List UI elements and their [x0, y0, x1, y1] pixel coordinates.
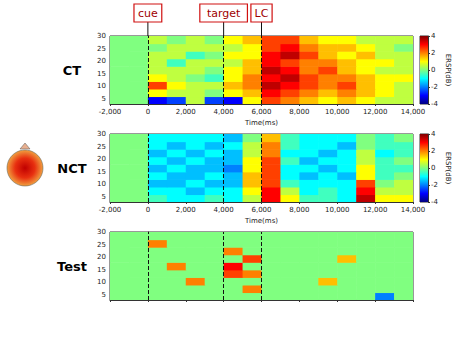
svg-text:8,000: 8,000: [289, 108, 309, 116]
svg-text:0: 0: [431, 164, 435, 172]
svg-text:ERSP(dB): ERSP(dB): [444, 152, 452, 185]
svg-text:20: 20: [97, 57, 106, 65]
svg-text:30: 30: [97, 228, 106, 236]
svg-text:Test: Test: [57, 259, 87, 274]
svg-text:5: 5: [102, 193, 106, 201]
svg-text:15: 15: [97, 70, 106, 78]
svg-text:0: 0: [146, 108, 150, 116]
svg-text:-4: -4: [431, 198, 439, 206]
svg-text:-2,000: -2,000: [99, 206, 122, 214]
svg-text:2,000: 2,000: [176, 108, 196, 116]
svg-text:0: 0: [431, 66, 435, 74]
svg-text:15: 15: [97, 168, 106, 176]
svg-text:20: 20: [97, 253, 106, 261]
svg-text:4: 4: [431, 32, 436, 40]
svg-text:-2,000: -2,000: [99, 108, 122, 116]
svg-text:4,000: 4,000: [214, 108, 234, 116]
svg-text:10,000: 10,000: [325, 108, 350, 116]
svg-text:ERSP(dB): ERSP(dB): [444, 54, 452, 87]
svg-text:30: 30: [97, 130, 106, 138]
svg-text:14,000: 14,000: [401, 206, 426, 214]
svg-text:30: 30: [97, 32, 106, 40]
svg-text:-2: -2: [431, 83, 438, 91]
svg-text:10,000: 10,000: [325, 206, 350, 214]
svg-text:10: 10: [97, 180, 106, 188]
svg-text:20: 20: [97, 155, 106, 163]
svg-text:4,000: 4,000: [214, 206, 234, 214]
svg-text:LC: LC: [255, 7, 269, 20]
svg-text:Time(ms): Time(ms): [244, 217, 278, 225]
svg-text:6,000: 6,000: [251, 206, 271, 214]
svg-text:25: 25: [97, 45, 106, 53]
svg-text:5: 5: [102, 291, 106, 299]
svg-text:target: target: [207, 7, 241, 20]
svg-text:-2: -2: [431, 181, 438, 189]
svg-text:14,000: 14,000: [401, 108, 426, 116]
svg-text:10: 10: [97, 278, 106, 286]
svg-text:15: 15: [97, 266, 106, 274]
svg-text:25: 25: [97, 241, 106, 249]
svg-text:NCT: NCT: [57, 161, 86, 176]
svg-text:4: 4: [431, 130, 436, 138]
svg-text:25: 25: [97, 143, 106, 151]
svg-text:10: 10: [97, 82, 106, 90]
svg-text:12,000: 12,000: [363, 206, 388, 214]
svg-text:Time(ms): Time(ms): [244, 119, 278, 127]
svg-text:8,000: 8,000: [289, 206, 309, 214]
svg-text:5: 5: [102, 95, 106, 103]
svg-text:2: 2: [431, 147, 435, 155]
svg-text:0: 0: [146, 206, 150, 214]
svg-text:-4: -4: [431, 100, 439, 108]
svg-text:2,000: 2,000: [176, 206, 196, 214]
svg-text:2: 2: [431, 49, 435, 57]
svg-text:cue: cue: [138, 7, 158, 20]
svg-text:CT: CT: [63, 63, 82, 78]
svg-text:12,000: 12,000: [363, 108, 388, 116]
svg-text:6,000: 6,000: [251, 108, 271, 116]
